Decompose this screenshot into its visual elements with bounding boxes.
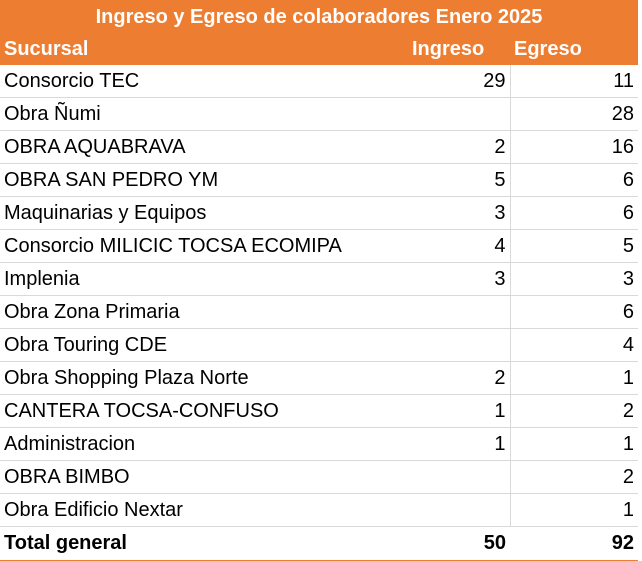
cell-sucursal[interactable]: Maquinarias y Equipos: [0, 196, 408, 230]
cell-egreso[interactable]: 6: [509, 295, 639, 329]
cell-egreso[interactable]: 2: [509, 460, 639, 494]
table-row: OBRA BIMBO 2: [0, 460, 639, 494]
table-row: Administracion 1 1: [0, 427, 639, 461]
cell-ingreso[interactable]: 1: [408, 394, 510, 428]
table-row: Obra Shopping Plaza Norte 2 1: [0, 361, 639, 395]
cell-ingreso[interactable]: [408, 295, 510, 329]
table-row: OBRA AQUABRAVA 2 16: [0, 130, 639, 164]
cell-sucursal[interactable]: Obra Edificio Nextar: [0, 493, 408, 527]
cell-egreso[interactable]: 16: [509, 130, 639, 164]
table-row: Obra Zona Primaria 6: [0, 295, 639, 329]
cell-sucursal[interactable]: OBRA BIMBO: [0, 460, 408, 494]
header-egreso[interactable]: Egreso: [510, 34, 639, 65]
cell-ingreso[interactable]: 4: [408, 229, 510, 263]
cell-egreso[interactable]: 3: [509, 262, 639, 296]
cell-ingreso[interactable]: 2: [408, 361, 510, 395]
table-title[interactable]: Ingreso y Egreso de colaboradores Enero …: [0, 0, 639, 34]
cell-egreso[interactable]: 1: [509, 427, 639, 461]
table-row: Implenia 3 3: [0, 262, 639, 296]
cell-egreso[interactable]: 1: [509, 361, 639, 395]
cell-sucursal[interactable]: Implenia: [0, 262, 408, 296]
table-row: Obra Edificio Nextar 1: [0, 493, 639, 527]
total-row: Total general 50 92: [0, 526, 639, 561]
table-row: Obra Ñumi 28: [0, 97, 639, 131]
cell-ingreso[interactable]: [408, 460, 510, 494]
cell-ingreso[interactable]: 29: [408, 65, 510, 98]
cell-ingreso[interactable]: 3: [408, 262, 510, 296]
table-row: Maquinarias y Equipos 3 6: [0, 196, 639, 230]
cell-egreso[interactable]: 28: [509, 97, 639, 131]
cell-ingreso[interactable]: 2: [408, 130, 510, 164]
header-ingreso[interactable]: Ingreso: [408, 34, 510, 65]
cell-ingreso[interactable]: [408, 493, 510, 527]
cell-sucursal[interactable]: OBRA AQUABRAVA: [0, 130, 408, 164]
cell-ingreso[interactable]: 5: [408, 163, 510, 197]
table-title-row: Ingreso y Egreso de colaboradores Enero …: [0, 0, 639, 34]
table-row: CANTERA TOCSA-CONFUSO 1 2: [0, 394, 639, 428]
cell-egreso[interactable]: 6: [509, 196, 639, 230]
cell-sucursal[interactable]: Obra Ñumi: [0, 97, 408, 131]
cell-sucursal[interactable]: Obra Touring CDE: [0, 328, 408, 362]
cell-sucursal[interactable]: Obra Zona Primaria: [0, 295, 408, 329]
cell-ingreso[interactable]: [408, 97, 510, 131]
table-header-row: Sucursal Ingreso Egreso: [0, 34, 639, 65]
cell-egreso[interactable]: 5: [509, 229, 639, 263]
cell-sucursal[interactable]: Consorcio MILICIC TOCSA ECOMIPA: [0, 229, 408, 263]
table-row: Obra Touring CDE 4: [0, 328, 639, 362]
cell-ingreso[interactable]: 1: [408, 427, 510, 461]
cell-egreso[interactable]: 6: [509, 163, 639, 197]
total-ingreso[interactable]: 50: [408, 526, 510, 561]
cell-sucursal[interactable]: Administracion: [0, 427, 408, 461]
cell-egreso[interactable]: 4: [509, 328, 639, 362]
cell-sucursal[interactable]: Obra Shopping Plaza Norte: [0, 361, 408, 395]
cell-egreso[interactable]: 1: [509, 493, 639, 527]
table-row: Consorcio TEC 29 11: [0, 65, 639, 98]
cell-egreso[interactable]: 2: [509, 394, 639, 428]
cell-sucursal[interactable]: Consorcio TEC: [0, 65, 408, 98]
cell-sucursal[interactable]: OBRA SAN PEDRO YM: [0, 163, 408, 197]
total-label[interactable]: Total general: [0, 526, 408, 561]
header-sucursal[interactable]: Sucursal: [0, 34, 408, 65]
cell-ingreso[interactable]: 3: [408, 196, 510, 230]
cell-sucursal[interactable]: CANTERA TOCSA-CONFUSO: [0, 394, 408, 428]
cell-egreso[interactable]: 11: [509, 65, 639, 98]
cell-ingreso[interactable]: [408, 328, 510, 362]
table-row: Consorcio MILICIC TOCSA ECOMIPA 4 5: [0, 229, 639, 263]
table-row: OBRA SAN PEDRO YM 5 6: [0, 163, 639, 197]
total-egreso[interactable]: 92: [510, 526, 639, 561]
